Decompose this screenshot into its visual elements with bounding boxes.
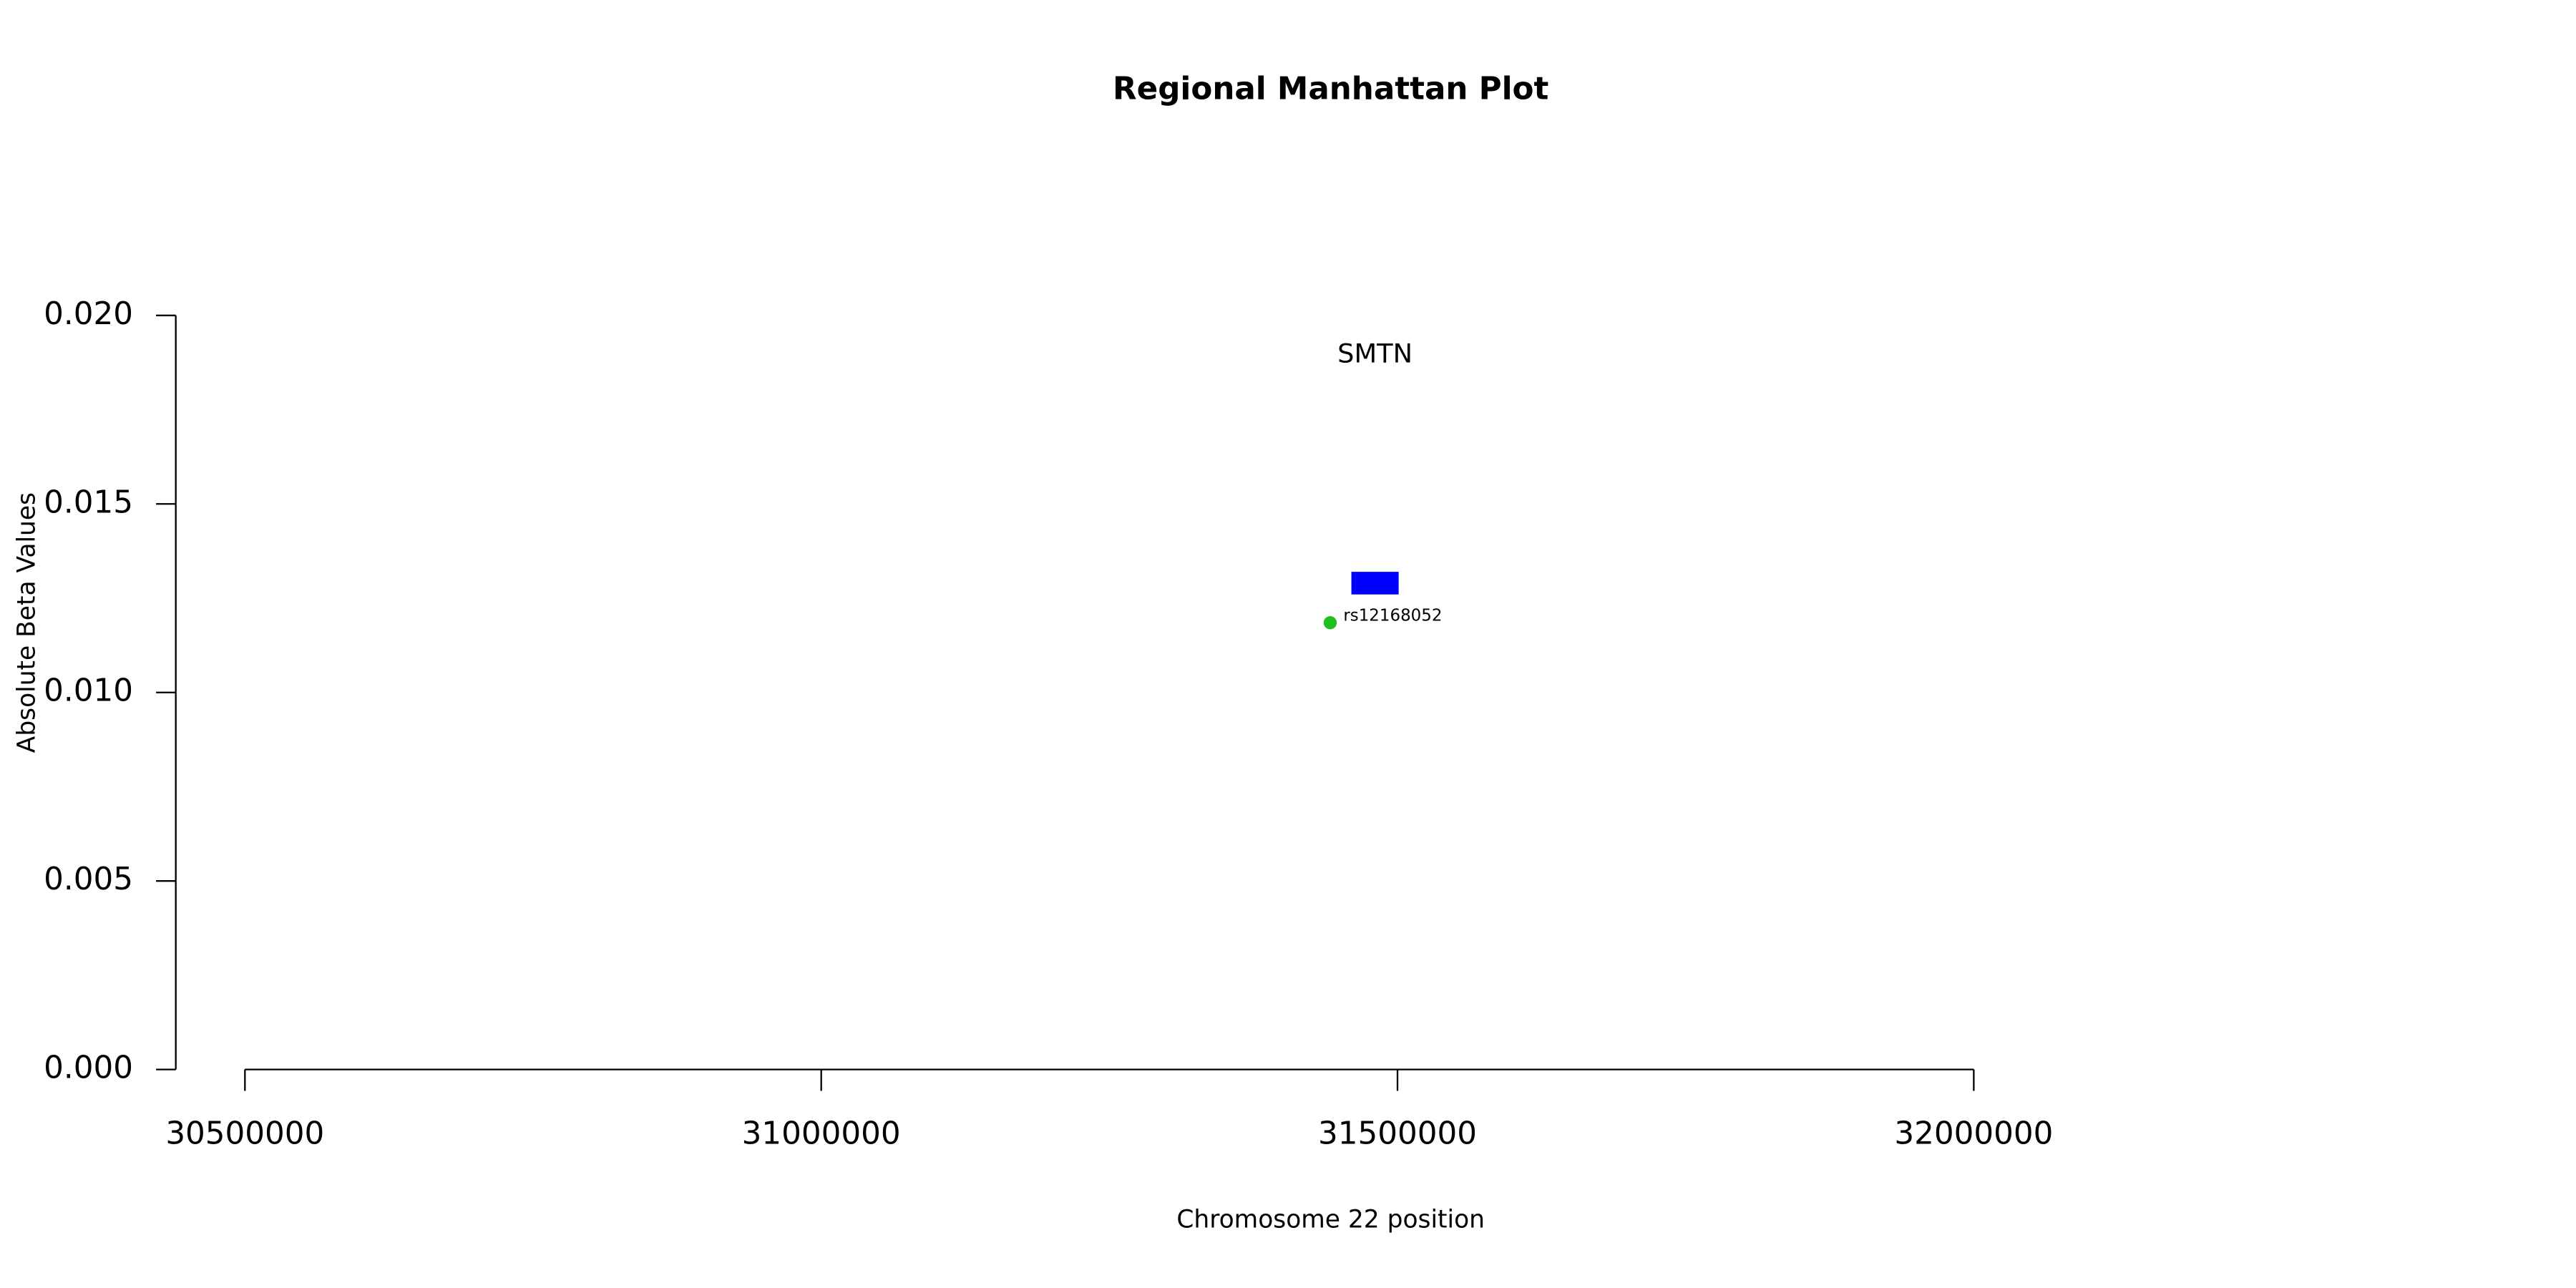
y-tick-label: 0.020 xyxy=(44,296,133,332)
x-tick-label: 31500000 xyxy=(1318,1116,1477,1151)
x-axis-label: Chromosome 22 position xyxy=(1176,1205,1485,1234)
gene-label: SMTN xyxy=(1337,338,1413,369)
x-tick-label: 30500000 xyxy=(165,1116,324,1151)
y-tick-label: 0.015 xyxy=(44,484,133,520)
x-tick-label: 32000000 xyxy=(1894,1116,2053,1151)
y-tick-label: 0.000 xyxy=(44,1050,133,1086)
y-axis-label: Absolute Beta Values xyxy=(13,492,42,753)
point-label: rs12168052 xyxy=(1343,607,1442,625)
chart-title: Regional Manhattan Plot xyxy=(1113,71,1548,107)
y-tick-label: 0.005 xyxy=(44,862,133,897)
gene-box xyxy=(1351,572,1399,595)
point xyxy=(1323,616,1337,630)
x-tick-label: 31000000 xyxy=(742,1116,901,1151)
y-tick-label: 0.010 xyxy=(44,673,133,709)
